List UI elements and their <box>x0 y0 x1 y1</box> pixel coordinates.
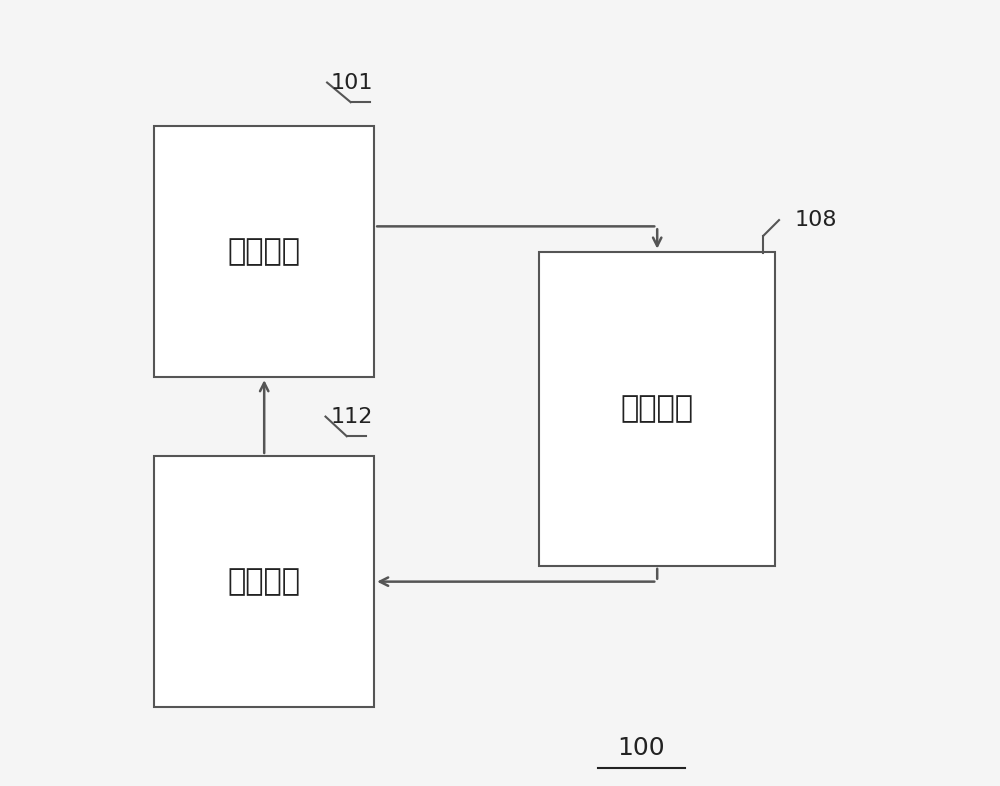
Text: 检测模块: 检测模块 <box>228 237 301 266</box>
Text: 101: 101 <box>331 72 374 93</box>
Text: 100: 100 <box>618 736 665 760</box>
Text: 功放电路: 功放电路 <box>621 395 694 423</box>
Text: 采集模块: 采集模块 <box>228 567 301 596</box>
FancyBboxPatch shape <box>154 456 374 707</box>
FancyBboxPatch shape <box>154 126 374 377</box>
Text: 112: 112 <box>331 406 373 427</box>
Text: 108: 108 <box>795 210 837 230</box>
FancyBboxPatch shape <box>539 252 775 566</box>
